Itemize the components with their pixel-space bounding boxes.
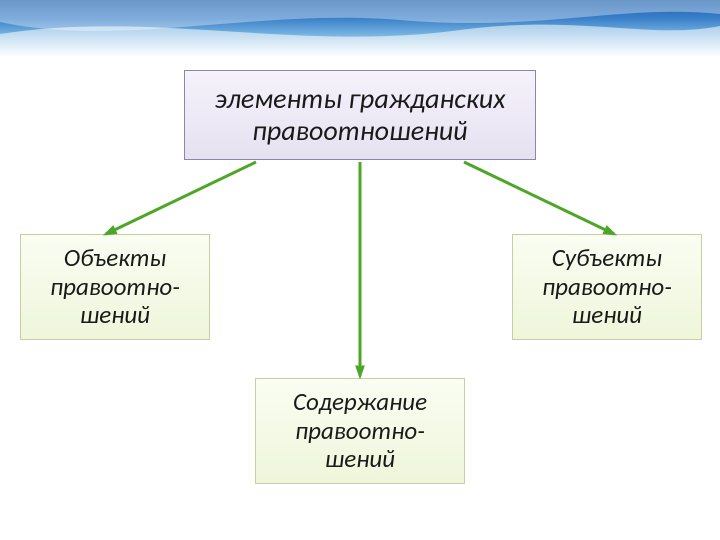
node-bottom-text: Содержаниеправоотно-шений [293,388,427,474]
header-wave [0,0,720,58]
node-root: элементы гражданскихправоотношений [184,70,536,160]
node-left: Объектыправоотно-шений [20,234,210,340]
node-root-text: элементы гражданскихправоотношений [215,83,506,147]
node-right-text: Субъектыправоотно-шений [542,244,672,330]
header-gradient [0,0,720,60]
node-left-text: Объектыправоотно-шений [50,244,180,330]
node-bottom: Содержаниеправоотно-шений [255,378,465,484]
node-right: Субъектыправоотно-шений [512,234,702,340]
